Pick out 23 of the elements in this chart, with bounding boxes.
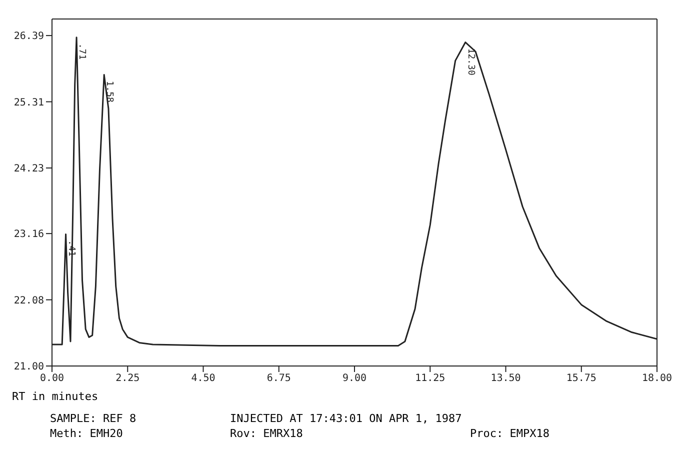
x-tick-label: 15.75 [566, 373, 596, 384]
x-tick-label: 6.75 [266, 373, 291, 384]
x-tick-label: 18.00 [642, 373, 672, 384]
x-tick-label: 13.50 [490, 373, 521, 384]
x-tick-label: 11.25 [415, 373, 446, 384]
y-tick-label: 21.00 [14, 362, 44, 373]
text: Rov: EMRX18 [230, 427, 304, 440]
text: Meth: EMH20 [50, 427, 124, 440]
annotation: 12.30 [465, 48, 476, 76]
text: Proc: EMPX18 [470, 427, 550, 440]
annotation: .71 [76, 43, 87, 60]
x-tick-label: 9.00 [342, 373, 367, 384]
y-tick-label: 26.39 [14, 31, 44, 42]
x-tick-label: 0.00 [40, 373, 64, 384]
text: SAMPLE: REF 8 [50, 412, 138, 425]
y-tick-label: 25.31 [14, 97, 44, 108]
x-tick-label: 4.50 [191, 373, 216, 384]
x-tick-label: 2.25 [116, 373, 140, 384]
y-tick-label: 23.16 [14, 229, 44, 240]
y-tick-label: 22.08 [14, 295, 44, 306]
y-tick-label: 24.23 [14, 164, 44, 175]
x-axis-title: RT in minutes [12, 390, 98, 403]
text: INJECTED AT 17:43:01 ON APR 1, 1987 [230, 412, 463, 425]
